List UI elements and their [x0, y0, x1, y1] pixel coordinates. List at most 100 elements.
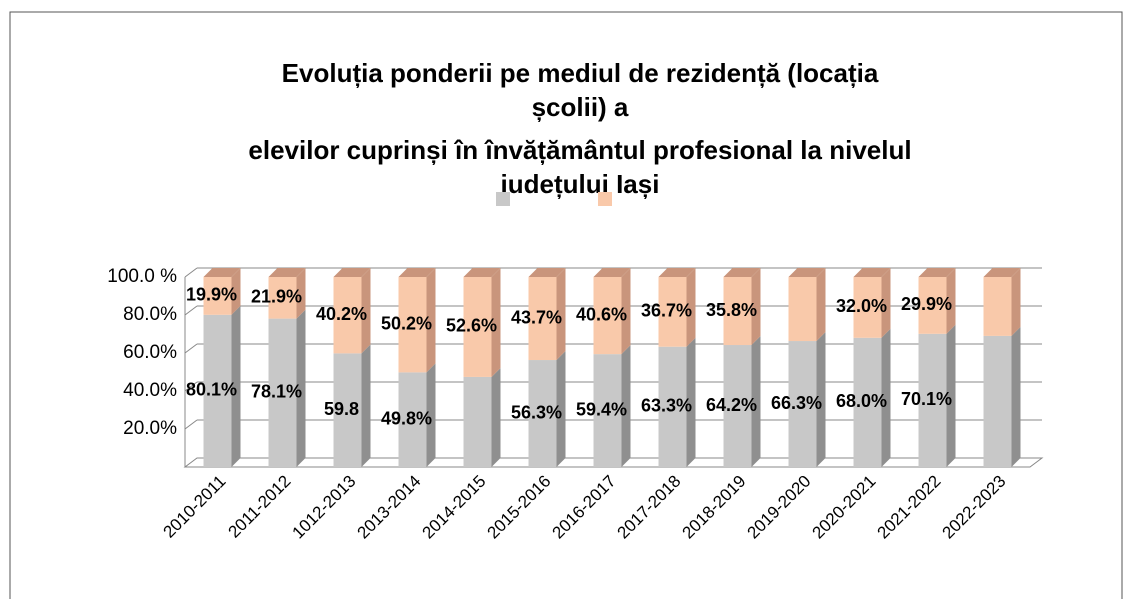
bar-top: [463, 268, 501, 277]
bar-side: [621, 268, 631, 355]
bar-side: [426, 268, 436, 373]
bar-side: [881, 268, 891, 338]
bar-top: [853, 268, 891, 277]
bar-side: [231, 268, 241, 315]
bar-top: [918, 268, 956, 277]
bar-side: [556, 351, 566, 467]
value-label: 64.2%: [706, 395, 757, 415]
value-label: 29.9%: [901, 294, 952, 314]
chart-title: elevilor cuprinși în învățământul profes…: [248, 135, 911, 165]
value-label: 40.2%: [316, 304, 367, 324]
chart-title: școlii) a: [532, 92, 629, 122]
bar-top: [593, 268, 631, 277]
value-label: 50.2%: [381, 313, 432, 333]
bar: [268, 277, 297, 319]
x-tick-label: 2016-2017: [549, 472, 620, 543]
bar: [463, 376, 492, 467]
bar: [593, 277, 622, 355]
x-tick-label: 2014-2015: [419, 472, 490, 543]
bar: [723, 345, 752, 467]
bar-side: [361, 268, 371, 354]
value-label: 40.6%: [576, 304, 627, 324]
tick-mark: [184, 343, 198, 354]
bar: [918, 277, 947, 334]
bar: [918, 333, 947, 467]
bar-side: [686, 268, 696, 347]
tick-mark: [184, 305, 198, 316]
bar-side: [491, 268, 501, 377]
bar: [398, 372, 427, 467]
bar: [333, 353, 362, 467]
bar: [203, 277, 232, 315]
bar-top: [528, 268, 566, 277]
legend-swatch: [598, 192, 612, 206]
x-tick-label: 2010-2011: [159, 472, 229, 542]
legend-swatch: [496, 192, 510, 206]
x-tick-label: 2021-2022: [874, 472, 945, 543]
chart-title: Evoluția ponderii pe mediul de rezidență…: [282, 58, 879, 88]
bar: [528, 277, 557, 361]
bar: [463, 277, 492, 377]
bar-top: [723, 268, 761, 277]
bar: [658, 346, 687, 467]
value-label: 78.1%: [251, 382, 302, 402]
x-tick-label: 1012-2013: [289, 472, 360, 543]
x-tick-label: 2019-2020: [744, 472, 815, 543]
bar-side: [946, 268, 956, 334]
bar-side: [816, 332, 826, 467]
tick-mark: [184, 381, 198, 392]
bar-top: [788, 268, 826, 277]
frame: [9, 11, 1123, 599]
y-tick-label: 20.0%: [123, 418, 177, 439]
bar-side: [621, 345, 631, 467]
tick-mark: [184, 419, 198, 430]
bar-top: [203, 268, 241, 277]
value-label: 59.8: [324, 399, 359, 419]
bar: [658, 277, 687, 347]
bar-side: [751, 268, 761, 346]
bar-side: [556, 268, 566, 361]
value-label: 80.1%: [186, 380, 237, 400]
value-label: 19.9%: [186, 285, 237, 305]
bar: [268, 318, 297, 467]
bar-side: [686, 337, 696, 467]
bar: [788, 277, 817, 342]
y-tick-label: 80.0%: [123, 304, 177, 325]
bar-top: [658, 268, 696, 277]
value-label: 43.7%: [511, 307, 562, 327]
value-label: 68.0%: [836, 391, 887, 411]
bar-side: [946, 324, 956, 467]
value-label: 59.4%: [576, 399, 627, 419]
y-tick-label: 40.0%: [123, 380, 177, 401]
value-label: 63.3%: [641, 396, 692, 416]
x-tick-label: 2013-2014: [354, 472, 425, 543]
chart-title: județului Iași: [500, 169, 660, 199]
bar: [203, 314, 232, 467]
x-tick-label: 2020-2021: [809, 472, 880, 543]
bar-top: [333, 268, 371, 277]
bar: [333, 277, 362, 354]
bar: [853, 277, 882, 338]
value-label: 35.8%: [706, 300, 757, 320]
x-tick-label: 2011-2012: [224, 472, 294, 542]
bar-side: [881, 328, 891, 467]
bar: [723, 277, 752, 346]
bar: [398, 277, 427, 373]
bar-side: [491, 367, 501, 467]
x-tick-label: 2022-2023: [939, 472, 1010, 543]
x-tick-label: 2017-2018: [614, 472, 685, 543]
bar-side: [816, 268, 826, 342]
value-label: 70.1%: [901, 389, 952, 409]
value-label: 52.6%: [446, 316, 497, 336]
bar-top: [398, 268, 436, 277]
bar: [593, 354, 622, 467]
bar: [983, 277, 1012, 336]
value-label: 21.9%: [251, 287, 302, 307]
value-label: 36.7%: [641, 301, 692, 321]
bar: [528, 360, 557, 467]
bar-side: [426, 363, 436, 467]
bar: [983, 335, 1012, 467]
x-tick-label: 2018-2019: [679, 472, 750, 543]
bar-side: [296, 268, 306, 319]
